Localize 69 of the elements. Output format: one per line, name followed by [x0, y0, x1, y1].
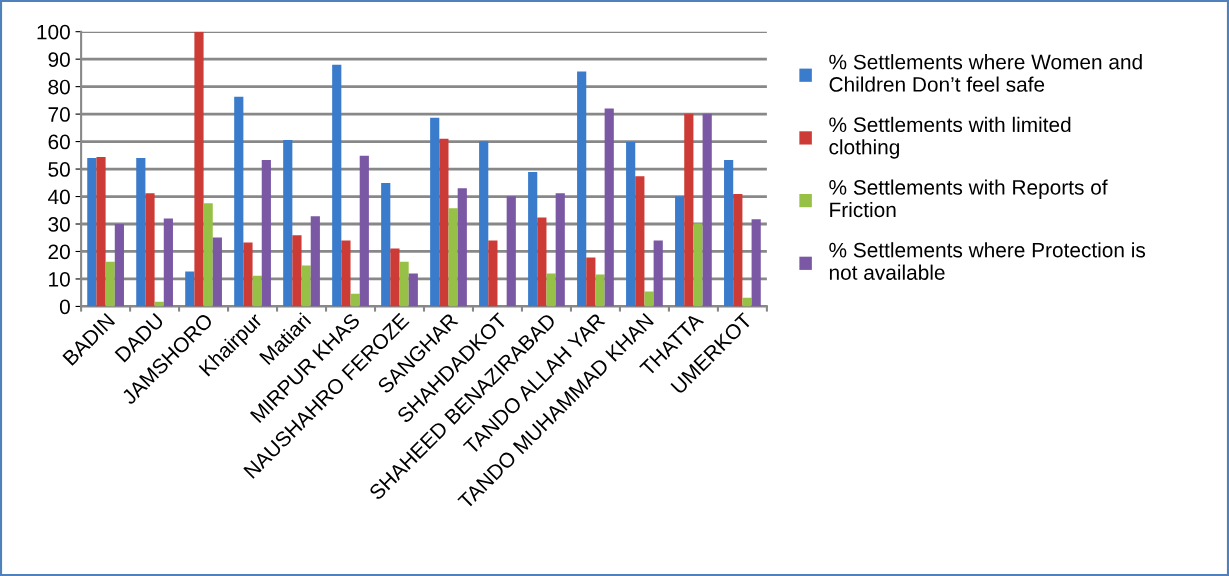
- y-tick-label: 90: [48, 52, 70, 67]
- y-tick-label: 40: [48, 189, 70, 205]
- bar: [252, 275, 262, 307]
- bar: [283, 139, 293, 307]
- bar: [136, 158, 146, 307]
- bar: [506, 196, 516, 307]
- bar: [341, 240, 351, 307]
- bar: [243, 242, 253, 307]
- bar: [332, 64, 342, 307]
- bar: [479, 141, 489, 307]
- bar: [675, 196, 685, 307]
- bar: [359, 155, 369, 307]
- bar: [87, 158, 97, 307]
- bar: [261, 159, 271, 307]
- bar: [399, 261, 409, 307]
- legend-label: % Settlements with limited clothing: [829, 116, 1071, 159]
- bar: [724, 159, 734, 307]
- y-tick-label: 10: [49, 271, 70, 287]
- bar: [604, 108, 614, 307]
- bar: [163, 218, 173, 307]
- bar: [577, 71, 587, 307]
- bar: [733, 194, 743, 307]
- bar: [595, 274, 605, 307]
- y-tick-label: 80: [48, 79, 70, 95]
- bar: [751, 219, 761, 307]
- bar: [555, 193, 565, 307]
- y-tick-label: 70: [48, 107, 70, 122]
- bar: [702, 113, 712, 307]
- bar: [626, 141, 636, 307]
- bar: [310, 216, 320, 307]
- bar: [203, 203, 213, 307]
- bar: [96, 156, 106, 307]
- bar: [644, 291, 654, 307]
- bar: [350, 293, 360, 307]
- bar: [390, 248, 400, 307]
- bar: [488, 240, 498, 307]
- bar: [693, 223, 703, 307]
- bar: [635, 176, 645, 307]
- bar: [381, 183, 391, 307]
- y-tick-label: 50: [48, 162, 70, 177]
- bar: [114, 224, 124, 307]
- bar: [528, 172, 538, 307]
- bar: [742, 297, 752, 307]
- y-tick-label: 20: [48, 244, 70, 260]
- bar: [212, 237, 222, 307]
- bar: [439, 138, 449, 307]
- y-tick-label: 30: [48, 217, 70, 232]
- bar: [185, 271, 195, 307]
- legend-label: % Settlements with Reports of Friction: [829, 179, 1108, 218]
- legend-label: % Settlements where Women and Children Don’t feel safe: [829, 54, 1142, 92]
- legend-label: % Settlements where Protection is not available: [829, 242, 1146, 280]
- bar: [448, 208, 458, 307]
- bar: [145, 193, 155, 307]
- bar: [537, 217, 547, 307]
- y-tick-label: 0: [59, 299, 70, 315]
- bar: [546, 273, 556, 307]
- bar: [301, 265, 311, 307]
- bar: [194, 31, 204, 307]
- bar: [457, 188, 467, 307]
- y-tick-label: 60: [48, 134, 70, 150]
- y-tick-label: 100: [37, 24, 70, 40]
- bar: [653, 240, 663, 307]
- bar: [292, 235, 302, 307]
- bar: [684, 113, 694, 307]
- bar: [408, 273, 418, 307]
- bar: [430, 117, 440, 307]
- bar: [234, 96, 244, 307]
- bar: [586, 257, 596, 307]
- bar: [105, 261, 115, 307]
